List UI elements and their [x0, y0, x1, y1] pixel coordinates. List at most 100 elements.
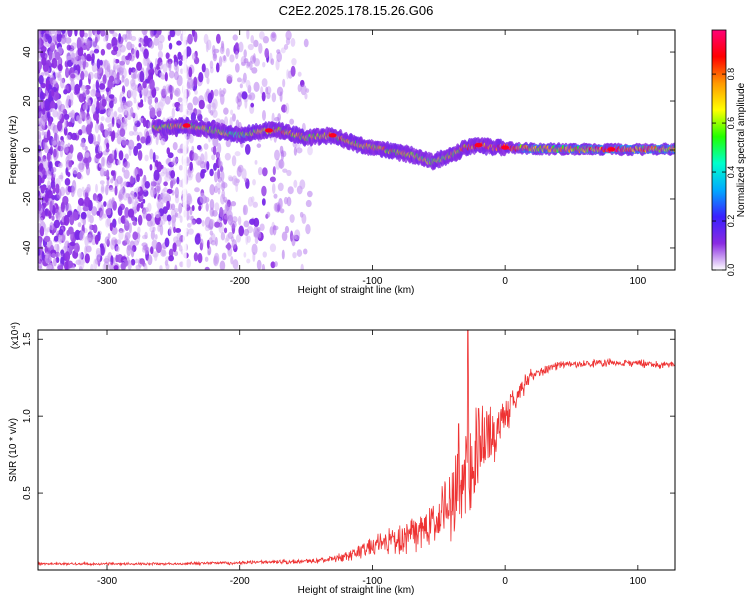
noise-blob — [122, 104, 128, 116]
noise-blob — [133, 145, 139, 157]
noise-blob — [100, 116, 105, 122]
noise-blob — [105, 218, 110, 228]
noise-blob — [67, 226, 74, 235]
noise-blob — [164, 237, 170, 248]
noise-blob — [105, 87, 110, 93]
noise-blob — [57, 263, 64, 270]
noise-blob — [137, 214, 143, 226]
noise-blob — [249, 218, 256, 225]
noise-blob — [88, 133, 94, 145]
noise-gap — [182, 30, 187, 270]
noise-blob — [100, 48, 106, 56]
noise-blob — [260, 86, 264, 95]
noise-blob — [111, 130, 116, 141]
noise-blob — [251, 67, 258, 74]
noise-blob — [167, 85, 175, 94]
noise-blob — [178, 60, 183, 66]
noise-blob — [52, 257, 57, 267]
noise-blob — [107, 123, 114, 128]
noise-blob — [130, 112, 136, 118]
noise-blob — [139, 70, 145, 83]
noise-blob — [191, 205, 195, 212]
noise-blob — [38, 248, 41, 256]
noise-blob — [74, 229, 81, 241]
noise-blob — [93, 48, 100, 54]
noise-blob — [178, 179, 184, 188]
noise-blob — [38, 156, 41, 162]
noise-blob — [80, 211, 87, 220]
noise-blob — [81, 84, 86, 91]
noise-blob — [154, 101, 160, 112]
ridge-hotspot — [474, 142, 483, 148]
noise-blob — [299, 179, 306, 190]
noise-blob — [148, 104, 154, 111]
noise-blob — [230, 256, 234, 265]
noise-blob — [198, 99, 205, 110]
noise-blob — [129, 55, 135, 62]
noise-blob — [204, 216, 212, 228]
noise-blob — [112, 96, 118, 105]
noise-blob — [68, 111, 75, 118]
noise-blob — [187, 222, 192, 228]
noise-blob — [50, 100, 56, 109]
noise-blob — [95, 79, 100, 91]
noise-blob — [192, 96, 199, 106]
noise-blob — [49, 222, 55, 231]
noise-blob — [117, 129, 121, 136]
noise-blob — [94, 123, 99, 134]
noise-blob — [148, 68, 155, 76]
noise-blob — [157, 50, 164, 59]
noise-blob — [227, 175, 233, 180]
noise-blob — [277, 182, 284, 192]
noise-blob — [191, 30, 195, 37]
noise-blob — [116, 175, 123, 185]
noise-blob — [219, 166, 224, 173]
noise-blob — [159, 219, 166, 225]
noise-blob — [87, 237, 92, 244]
noise-blob — [51, 89, 55, 97]
noise-blob — [171, 107, 176, 119]
noise-blob — [193, 76, 198, 87]
noise-blob — [84, 145, 88, 152]
noise-blob — [86, 99, 92, 106]
noise-blob — [63, 147, 70, 153]
noise-blob — [91, 206, 98, 216]
noise-blob — [132, 130, 139, 136]
noise-blob — [113, 265, 119, 270]
noise-blob — [38, 174, 42, 187]
noise-blob — [38, 260, 43, 269]
noise-blob — [262, 35, 269, 44]
noise-blob — [209, 168, 214, 177]
noise-blob — [160, 137, 166, 146]
x-tick-label: -300 — [97, 276, 117, 287]
noise-blob — [122, 117, 128, 125]
noise-blob — [204, 266, 210, 270]
noise-blob — [90, 89, 97, 97]
noise-blob — [70, 42, 78, 50]
noise-blob — [219, 46, 225, 55]
snr-scale-note: (x10⁴) — [10, 322, 21, 349]
noise-blob — [119, 128, 126, 137]
noise-blob — [132, 200, 137, 210]
noise-blob — [45, 166, 50, 176]
colorbar-tick-label: 0.6 — [726, 117, 736, 130]
noise-blob — [109, 261, 114, 270]
colorbar-gradient — [712, 30, 726, 270]
noise-blob — [206, 161, 210, 171]
noise-blob — [117, 114, 123, 119]
noise-blob — [41, 131, 45, 136]
noise-blob — [168, 70, 175, 79]
noise-blob — [107, 78, 113, 90]
noise-blob — [212, 139, 219, 147]
noise-blob — [270, 31, 277, 42]
noise-blob — [56, 211, 61, 222]
snr-y-label: SNR (10 * v/v) — [8, 418, 19, 482]
noise-blob — [53, 235, 59, 242]
noise-blob — [173, 226, 176, 234]
noise-blob — [77, 46, 84, 57]
noise-blob — [218, 56, 223, 67]
snr-x-label: Height of straight line (km) — [298, 585, 415, 596]
noise-blob — [88, 30, 92, 39]
noise-blob — [243, 49, 247, 58]
noise-blob — [98, 124, 105, 131]
